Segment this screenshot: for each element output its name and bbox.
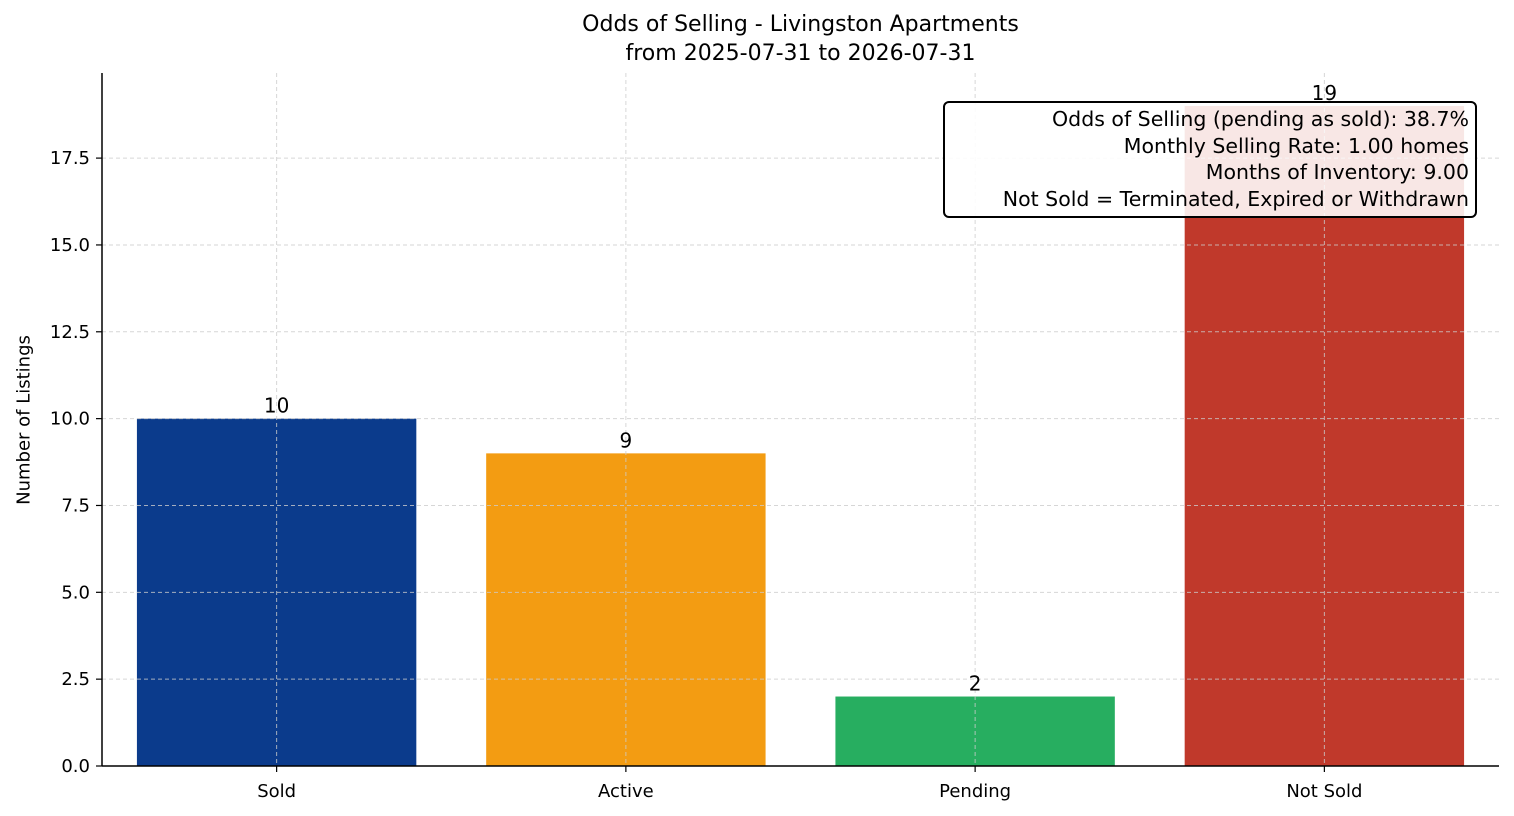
chart-subtitle: from 2025-07-31 to 2026-07-31 <box>625 41 976 66</box>
stats-line-inventory: Months of Inventory: 9.00 <box>1205 160 1469 184</box>
y-tick-label: 10.0 <box>50 409 90 430</box>
bar-value-label: 10 <box>264 394 289 418</box>
stats-line-rate: Monthly Selling Rate: 1.00 homes <box>1123 133 1469 158</box>
bar-value-label: 2 <box>969 672 982 696</box>
y-tick-label: 12.5 <box>50 322 90 343</box>
stats-line-note: Not Sold = Terminated, Expired or Withdr… <box>1002 186 1469 211</box>
stats-annotation-box: Odds of Selling (pending as sold): 38.7%… <box>943 101 1477 218</box>
y-tick-label: 2.5 <box>61 669 90 690</box>
y-tick-label: 7.5 <box>61 495 90 516</box>
stats-line-odds: Odds of Selling (pending as sold): 38.7% <box>1052 107 1469 131</box>
y-tick-label: 15.0 <box>50 235 90 256</box>
x-tick-label: Pending <box>939 781 1011 802</box>
y-tick-label: 17.5 <box>50 148 90 169</box>
y-tick-label: 5.0 <box>61 582 90 603</box>
chart-title: Odds of Selling - Livingston Apartments <box>582 12 1019 37</box>
x-tick-label: Sold <box>257 781 296 802</box>
bar-value-label: 9 <box>620 428 633 452</box>
x-tick-label: Not Sold <box>1286 781 1362 802</box>
x-tick-label: Active <box>598 781 654 802</box>
y-tick-label: 0.0 <box>61 756 90 777</box>
